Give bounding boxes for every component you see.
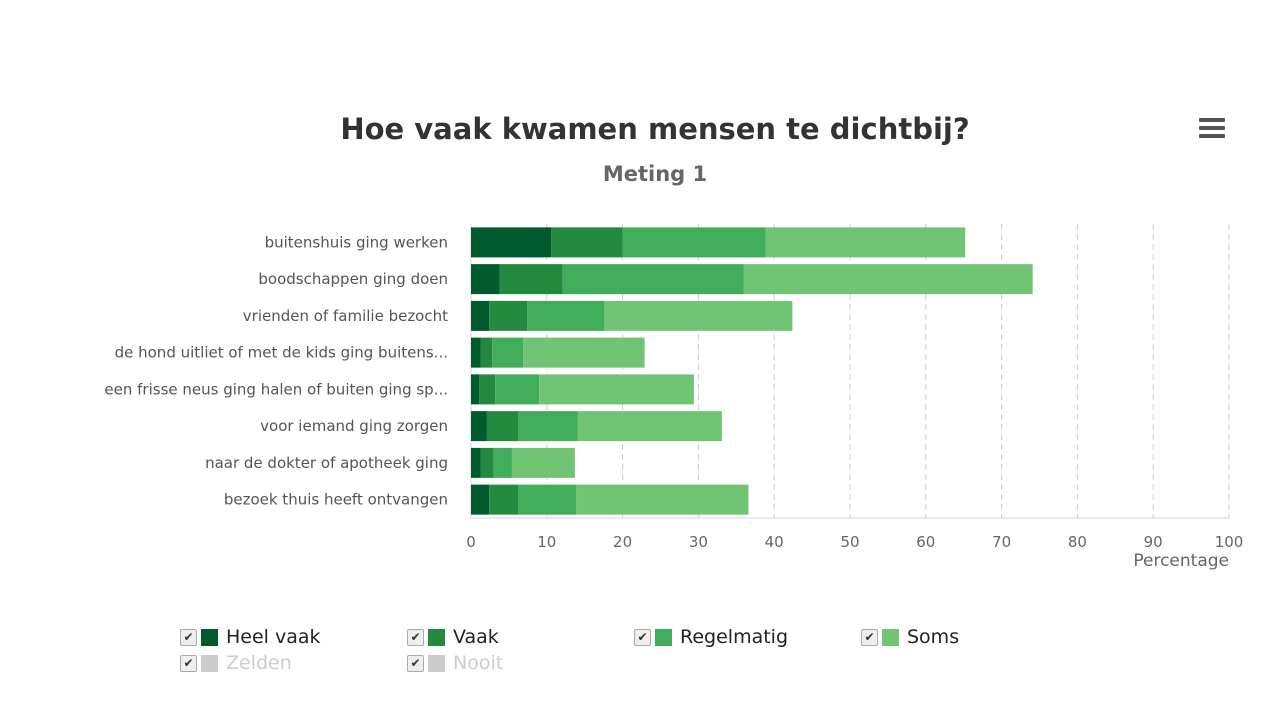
x-tick-label: 10	[537, 533, 556, 551]
bar-segment-heel-vaak	[471, 264, 500, 295]
legend-swatch	[655, 628, 672, 646]
checkbox-checked-icon[interactable]: ✔	[634, 628, 651, 646]
bar-segment-vaak	[479, 374, 496, 405]
category-label: boodschappen ging doen	[258, 270, 448, 288]
chart-subtitle: Meting 1	[602, 162, 708, 186]
bar-segment-vaak	[489, 484, 518, 515]
bar-segment-heel-vaak	[471, 374, 480, 405]
x-tick-label: 20	[613, 533, 632, 551]
bar-segment-heel-vaak	[471, 484, 490, 515]
category-label: buitenshuis ging werken	[265, 233, 448, 251]
legend-label: Nooit	[453, 652, 504, 674]
bar-segment-regelmatig	[492, 337, 524, 368]
x-tick-label: 0	[466, 533, 476, 551]
bar-segment-regelmatig	[562, 264, 744, 295]
bar-segment-vaak	[489, 300, 528, 331]
bar-segment-soms	[511, 447, 575, 478]
x-tick-label: 100	[1215, 533, 1244, 551]
bar-segment-soms	[765, 227, 966, 258]
legend-item-heel-vaak[interactable]: ✔ Heel vaak	[180, 626, 321, 648]
bar-segment-heel-vaak	[471, 411, 487, 442]
category-label: vrienden of familie bezocht	[243, 307, 448, 325]
bar-segment-soms	[577, 411, 722, 442]
bar-segment-soms	[523, 337, 645, 368]
bar-segment-soms	[743, 264, 1033, 295]
x-tick-label: 30	[689, 533, 708, 551]
legend-label: Vaak	[453, 626, 499, 648]
legend-swatch	[201, 654, 218, 672]
legend-label: Soms	[907, 626, 960, 648]
x-axis-title: Percentage	[1133, 551, 1229, 571]
legend-label: Regelmatig	[680, 626, 789, 648]
x-tick-label: 50	[840, 533, 859, 551]
x-tick-label: 70	[992, 533, 1011, 551]
bar-segment-regelmatig	[517, 411, 578, 442]
category-label: bezoek thuis heeft ontvangen	[224, 491, 448, 509]
x-tick-label: 60	[916, 533, 935, 551]
checkbox-checked-icon[interactable]: ✔	[407, 628, 424, 646]
bar-segment-heel-vaak	[471, 227, 552, 258]
bar-segment-vaak	[480, 337, 493, 368]
legend-item-zelden[interactable]: ✔ Zelden	[180, 652, 292, 674]
bar-segment-vaak	[480, 447, 494, 478]
legend-item-soms[interactable]: ✔ Soms	[861, 626, 959, 648]
hamburger-menu-icon[interactable]	[1199, 118, 1225, 140]
bar-segment-heel-vaak	[471, 447, 481, 478]
bar-segment-heel-vaak	[471, 337, 481, 368]
bar-segment-regelmatig	[495, 374, 540, 405]
legend-swatch	[201, 628, 218, 646]
bar-segment-vaak	[551, 227, 623, 258]
bar-segment-vaak	[499, 264, 563, 295]
checkbox-checked-icon[interactable]: ✔	[407, 654, 424, 672]
legend-item-vaak[interactable]: ✔ Vaak	[407, 626, 499, 648]
legend-item-regelmatig[interactable]: ✔ Regelmatig	[634, 626, 788, 648]
category-label: een frisse neus ging halen of buiten gin…	[104, 380, 448, 398]
checkbox-checked-icon[interactable]: ✔	[180, 654, 197, 672]
bar-segment-vaak	[486, 411, 518, 442]
legend-label: Heel vaak	[226, 626, 321, 648]
x-tick-label: 40	[765, 533, 784, 551]
bar-segment-regelmatig	[527, 300, 605, 331]
bar-segment-regelmatig	[493, 447, 512, 478]
category-label: de hond uitliet of met de kids ging buit…	[115, 344, 448, 362]
legend-swatch	[428, 654, 445, 672]
legend-label: Zelden	[226, 652, 292, 674]
bar-segment-regelmatig	[517, 484, 577, 515]
category-label: naar de dokter of apotheek ging	[205, 454, 448, 472]
checkbox-checked-icon[interactable]: ✔	[861, 628, 878, 646]
bar-segment-heel-vaak	[471, 300, 490, 331]
legend-swatch	[428, 628, 445, 646]
x-tick-label: 90	[1144, 533, 1163, 551]
bar-segment-soms	[604, 300, 793, 331]
x-tick-label: 80	[1068, 533, 1087, 551]
legend-item-nooit[interactable]: ✔ Nooit	[407, 652, 503, 674]
chart-title: Hoe vaak kwamen mensen te dichtbij?	[340, 112, 970, 146]
legend-swatch	[882, 628, 899, 646]
category-label: voor iemand ging zorgen	[260, 417, 448, 435]
bar-segment-soms	[539, 374, 694, 405]
checkbox-checked-icon[interactable]: ✔	[180, 628, 197, 646]
bar-segment-regelmatig	[622, 227, 766, 258]
bar-segment-soms	[576, 484, 749, 515]
